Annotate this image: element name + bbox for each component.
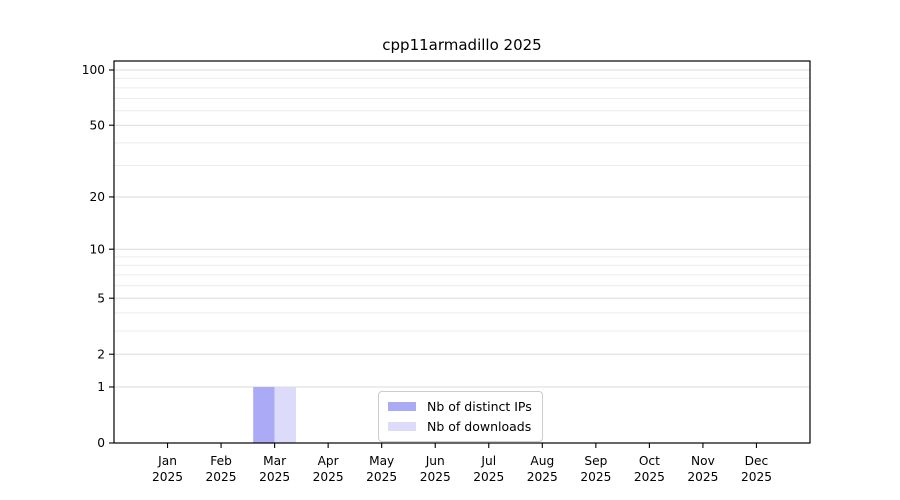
x-tick-label-month: Mar — [263, 454, 287, 468]
x-tick-label-month: Oct — [639, 454, 660, 468]
legend: Nb of distinct IPs Nb of downloads — [378, 391, 543, 442]
y-tick-label: 0 — [97, 436, 105, 450]
x-tick-label-year: 2025 — [152, 470, 183, 484]
x-tick-label-year: 2025 — [687, 470, 718, 484]
y-tick-label: 10 — [89, 242, 105, 256]
x-tick-label-year: 2025 — [313, 470, 344, 484]
legend-item-distinct-ips: Nb of distinct IPs — [388, 399, 532, 414]
x-tick-label-month: Feb — [210, 454, 232, 468]
x-tick-label-month: Jul — [480, 454, 496, 468]
y-tick-label: 50 — [89, 118, 105, 132]
x-tick-label-month: May — [369, 454, 394, 468]
x-tick-label-month: Apr — [318, 454, 340, 468]
chart-title: cpp11armadillo 2025 — [382, 36, 542, 54]
x-tick-label-month: Dec — [745, 454, 769, 468]
plot-border — [113, 60, 811, 444]
y-tick-label: 5 — [97, 291, 105, 305]
x-tick-label-year: 2025 — [366, 470, 397, 484]
x-tick-label-year: 2025 — [259, 470, 290, 484]
legend-swatch-downloads-icon — [388, 422, 416, 431]
y-tick-label: 1 — [97, 380, 105, 394]
legend-item-downloads: Nb of downloads — [388, 419, 532, 434]
x-tick-label-year: 2025 — [634, 470, 665, 484]
x-tick-label-year: 2025 — [527, 470, 558, 484]
x-tick-label-year: 2025 — [420, 470, 451, 484]
x-tick-label-month: Jun — [425, 454, 445, 468]
legend-label-distinct-ips: Nb of distinct IPs — [427, 399, 532, 414]
legend-swatch-distinct-ips-icon — [388, 402, 416, 411]
y-tick-label: 20 — [89, 190, 105, 204]
x-tick-label-month: Sep — [584, 454, 607, 468]
x-tick-label-year: 2025 — [580, 470, 611, 484]
legend-label-downloads: Nb of downloads — [427, 419, 532, 434]
x-tick-label-year: 2025 — [741, 470, 772, 484]
x-tick-label-month: Jan — [157, 454, 177, 468]
bar-nb-of-downloads-mar-2025 — [274, 386, 297, 443]
x-tick-label-year: 2025 — [206, 470, 237, 484]
y-tick-label: 100 — [82, 63, 105, 77]
x-tick-label-year: 2025 — [473, 470, 504, 484]
x-tick-label-month: Nov — [691, 454, 715, 468]
y-tick-label: 2 — [97, 347, 105, 361]
bar-nb-of-distinct-ips-mar-2025 — [253, 386, 275, 443]
x-tick-label-month: Aug — [530, 454, 554, 468]
